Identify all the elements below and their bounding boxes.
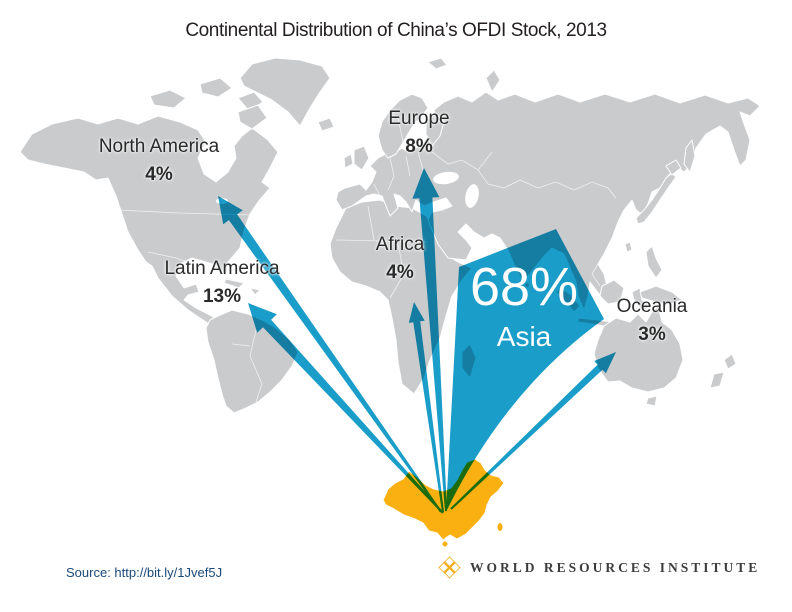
cuba-island bbox=[223, 278, 245, 289]
flow-arrow-oceania bbox=[450, 352, 616, 510]
united-kingdom-island bbox=[353, 145, 370, 171]
hainan-island bbox=[441, 540, 449, 548]
continent-percent: 8% bbox=[405, 135, 433, 157]
new-zealand-islands bbox=[709, 353, 737, 389]
flow-arrow-africa bbox=[408, 302, 444, 513]
label-africa: Africa 4% bbox=[376, 231, 425, 286]
new-guinea-island bbox=[639, 285, 683, 306]
wri-logo-text: WORLD RESOURCES INSTITUTE bbox=[470, 559, 761, 575]
flow-arrow-asia bbox=[446, 229, 604, 512]
north-america-landmass bbox=[19, 115, 279, 327]
flow-arrow-latin-america bbox=[248, 303, 444, 514]
continent-percent: 4% bbox=[145, 163, 173, 185]
taiwan-island bbox=[624, 241, 633, 253]
label-oceania: Oceania 3% bbox=[617, 293, 688, 348]
wri-lattice-icon bbox=[438, 556, 461, 579]
asia-name: Asia bbox=[496, 321, 552, 352]
continent-name: Africa bbox=[375, 234, 425, 255]
borneo-island bbox=[599, 279, 625, 305]
continent-name: Latin America bbox=[164, 258, 280, 279]
greenland-landmass bbox=[239, 57, 331, 127]
continent-name: Oceania bbox=[616, 296, 688, 317]
flow-arrow-europe bbox=[412, 168, 447, 512]
wri-logo: WORLD RESOURCES INSTITUTE bbox=[438, 556, 760, 579]
novaya-zemlya-island bbox=[485, 69, 501, 93]
arctic-island bbox=[199, 77, 233, 98]
scandinavia-landmass bbox=[377, 93, 429, 159]
label-north-america: North America 4% bbox=[99, 133, 219, 188]
iceland-landmass bbox=[317, 117, 335, 132]
black-sea bbox=[433, 171, 459, 185]
flow-arrow-north-america bbox=[218, 196, 442, 513]
finland-landmass bbox=[425, 113, 445, 147]
tasmania-island bbox=[645, 395, 658, 407]
eurasia-landmass bbox=[335, 91, 761, 311]
svalbard-island bbox=[427, 57, 448, 70]
hispaniola-island bbox=[249, 287, 261, 296]
label-europe: Europe 8% bbox=[388, 105, 449, 160]
continent-percent: 3% bbox=[638, 323, 666, 345]
caspian-sea bbox=[465, 184, 479, 208]
continent-percent: 4% bbox=[386, 261, 414, 283]
philippines-islands bbox=[645, 245, 663, 279]
continent-name: Europe bbox=[388, 108, 450, 129]
label-latin-america: Latin America 13% bbox=[164, 255, 279, 310]
continent-name: North America bbox=[98, 136, 220, 157]
japan-islands bbox=[635, 172, 677, 225]
sulawesi-island bbox=[631, 287, 651, 312]
australia-landmass bbox=[593, 305, 684, 393]
page-title: Continental Distribution of China’s OFDI… bbox=[185, 20, 607, 41]
taiwan-china-island bbox=[496, 522, 504, 532]
baffin-island bbox=[237, 104, 268, 130]
source-link[interactable]: Source: http://bit.ly/1Jvef5J bbox=[66, 565, 223, 580]
hokkaido-island bbox=[665, 159, 682, 176]
sakhalin-island bbox=[683, 139, 696, 173]
continent-percent: 13% bbox=[202, 285, 242, 307]
ireland-island bbox=[343, 153, 354, 169]
arctic-island bbox=[237, 91, 264, 112]
label-asia-callout: 68% Asia bbox=[470, 260, 578, 353]
asia-percent: 68% bbox=[469, 257, 579, 317]
arctic-island bbox=[149, 89, 187, 109]
